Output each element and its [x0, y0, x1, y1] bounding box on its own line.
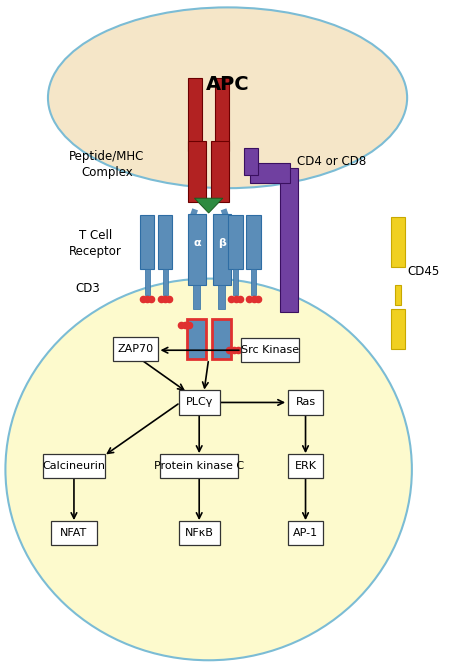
- Bar: [188, 213, 206, 285]
- Bar: [228, 215, 243, 268]
- Bar: [140, 215, 155, 268]
- Point: [232, 294, 239, 305]
- Text: AP-1: AP-1: [293, 528, 318, 538]
- Text: Protein kinase C: Protein kinase C: [154, 461, 244, 471]
- Text: NFκB: NFκB: [185, 528, 214, 538]
- Point: [250, 294, 257, 305]
- Text: PLCγ: PLCγ: [185, 397, 213, 407]
- Text: Ras: Ras: [295, 397, 316, 407]
- FancyBboxPatch shape: [179, 521, 219, 545]
- Polygon shape: [194, 198, 223, 213]
- Bar: [188, 78, 202, 152]
- Point: [226, 345, 233, 356]
- Text: APC: APC: [206, 75, 249, 94]
- Bar: [187, 319, 206, 359]
- Point: [161, 294, 169, 305]
- FancyBboxPatch shape: [113, 337, 158, 361]
- Ellipse shape: [5, 278, 412, 660]
- Point: [228, 294, 235, 305]
- Bar: [246, 215, 261, 268]
- Bar: [212, 319, 231, 359]
- Point: [234, 345, 242, 356]
- Text: α: α: [193, 238, 201, 248]
- Point: [177, 320, 184, 331]
- Point: [139, 294, 147, 305]
- Bar: [233, 268, 238, 295]
- Bar: [250, 164, 290, 183]
- Text: T Cell
Receptor: T Cell Receptor: [69, 229, 122, 258]
- Text: CD4 or CD8: CD4 or CD8: [297, 155, 366, 168]
- Bar: [193, 285, 201, 309]
- Text: Calcineurin: Calcineurin: [43, 461, 105, 471]
- Text: CD45: CD45: [408, 266, 440, 278]
- Text: Peptide/MHC
Complex: Peptide/MHC Complex: [69, 150, 145, 179]
- Point: [246, 294, 253, 305]
- Text: ERK: ERK: [294, 461, 317, 471]
- Point: [148, 294, 155, 305]
- FancyBboxPatch shape: [179, 391, 219, 415]
- FancyBboxPatch shape: [160, 454, 238, 478]
- FancyBboxPatch shape: [288, 521, 323, 545]
- Bar: [211, 142, 229, 201]
- Point: [230, 345, 237, 356]
- Bar: [145, 268, 150, 295]
- Ellipse shape: [48, 7, 407, 188]
- Bar: [395, 285, 401, 305]
- Text: Src Kinase: Src Kinase: [241, 346, 299, 355]
- Text: ZAP70: ZAP70: [118, 344, 154, 354]
- Text: CD3: CD3: [76, 282, 100, 295]
- Point: [254, 294, 262, 305]
- Bar: [219, 285, 226, 309]
- Point: [181, 320, 189, 331]
- Bar: [280, 168, 299, 312]
- Bar: [213, 213, 231, 285]
- Point: [185, 320, 193, 331]
- Point: [165, 294, 173, 305]
- Bar: [163, 268, 167, 295]
- Bar: [188, 142, 206, 201]
- Bar: [244, 148, 258, 174]
- FancyBboxPatch shape: [288, 391, 323, 415]
- FancyBboxPatch shape: [288, 454, 323, 478]
- Bar: [158, 215, 172, 268]
- Bar: [251, 268, 256, 295]
- Point: [236, 294, 244, 305]
- Bar: [391, 309, 405, 349]
- Bar: [391, 217, 405, 267]
- Text: β: β: [218, 238, 226, 248]
- FancyBboxPatch shape: [43, 454, 105, 478]
- Point: [157, 294, 164, 305]
- FancyBboxPatch shape: [241, 338, 299, 362]
- FancyBboxPatch shape: [51, 521, 97, 545]
- Bar: [215, 78, 229, 152]
- Text: NFAT: NFAT: [60, 528, 88, 538]
- Point: [144, 294, 151, 305]
